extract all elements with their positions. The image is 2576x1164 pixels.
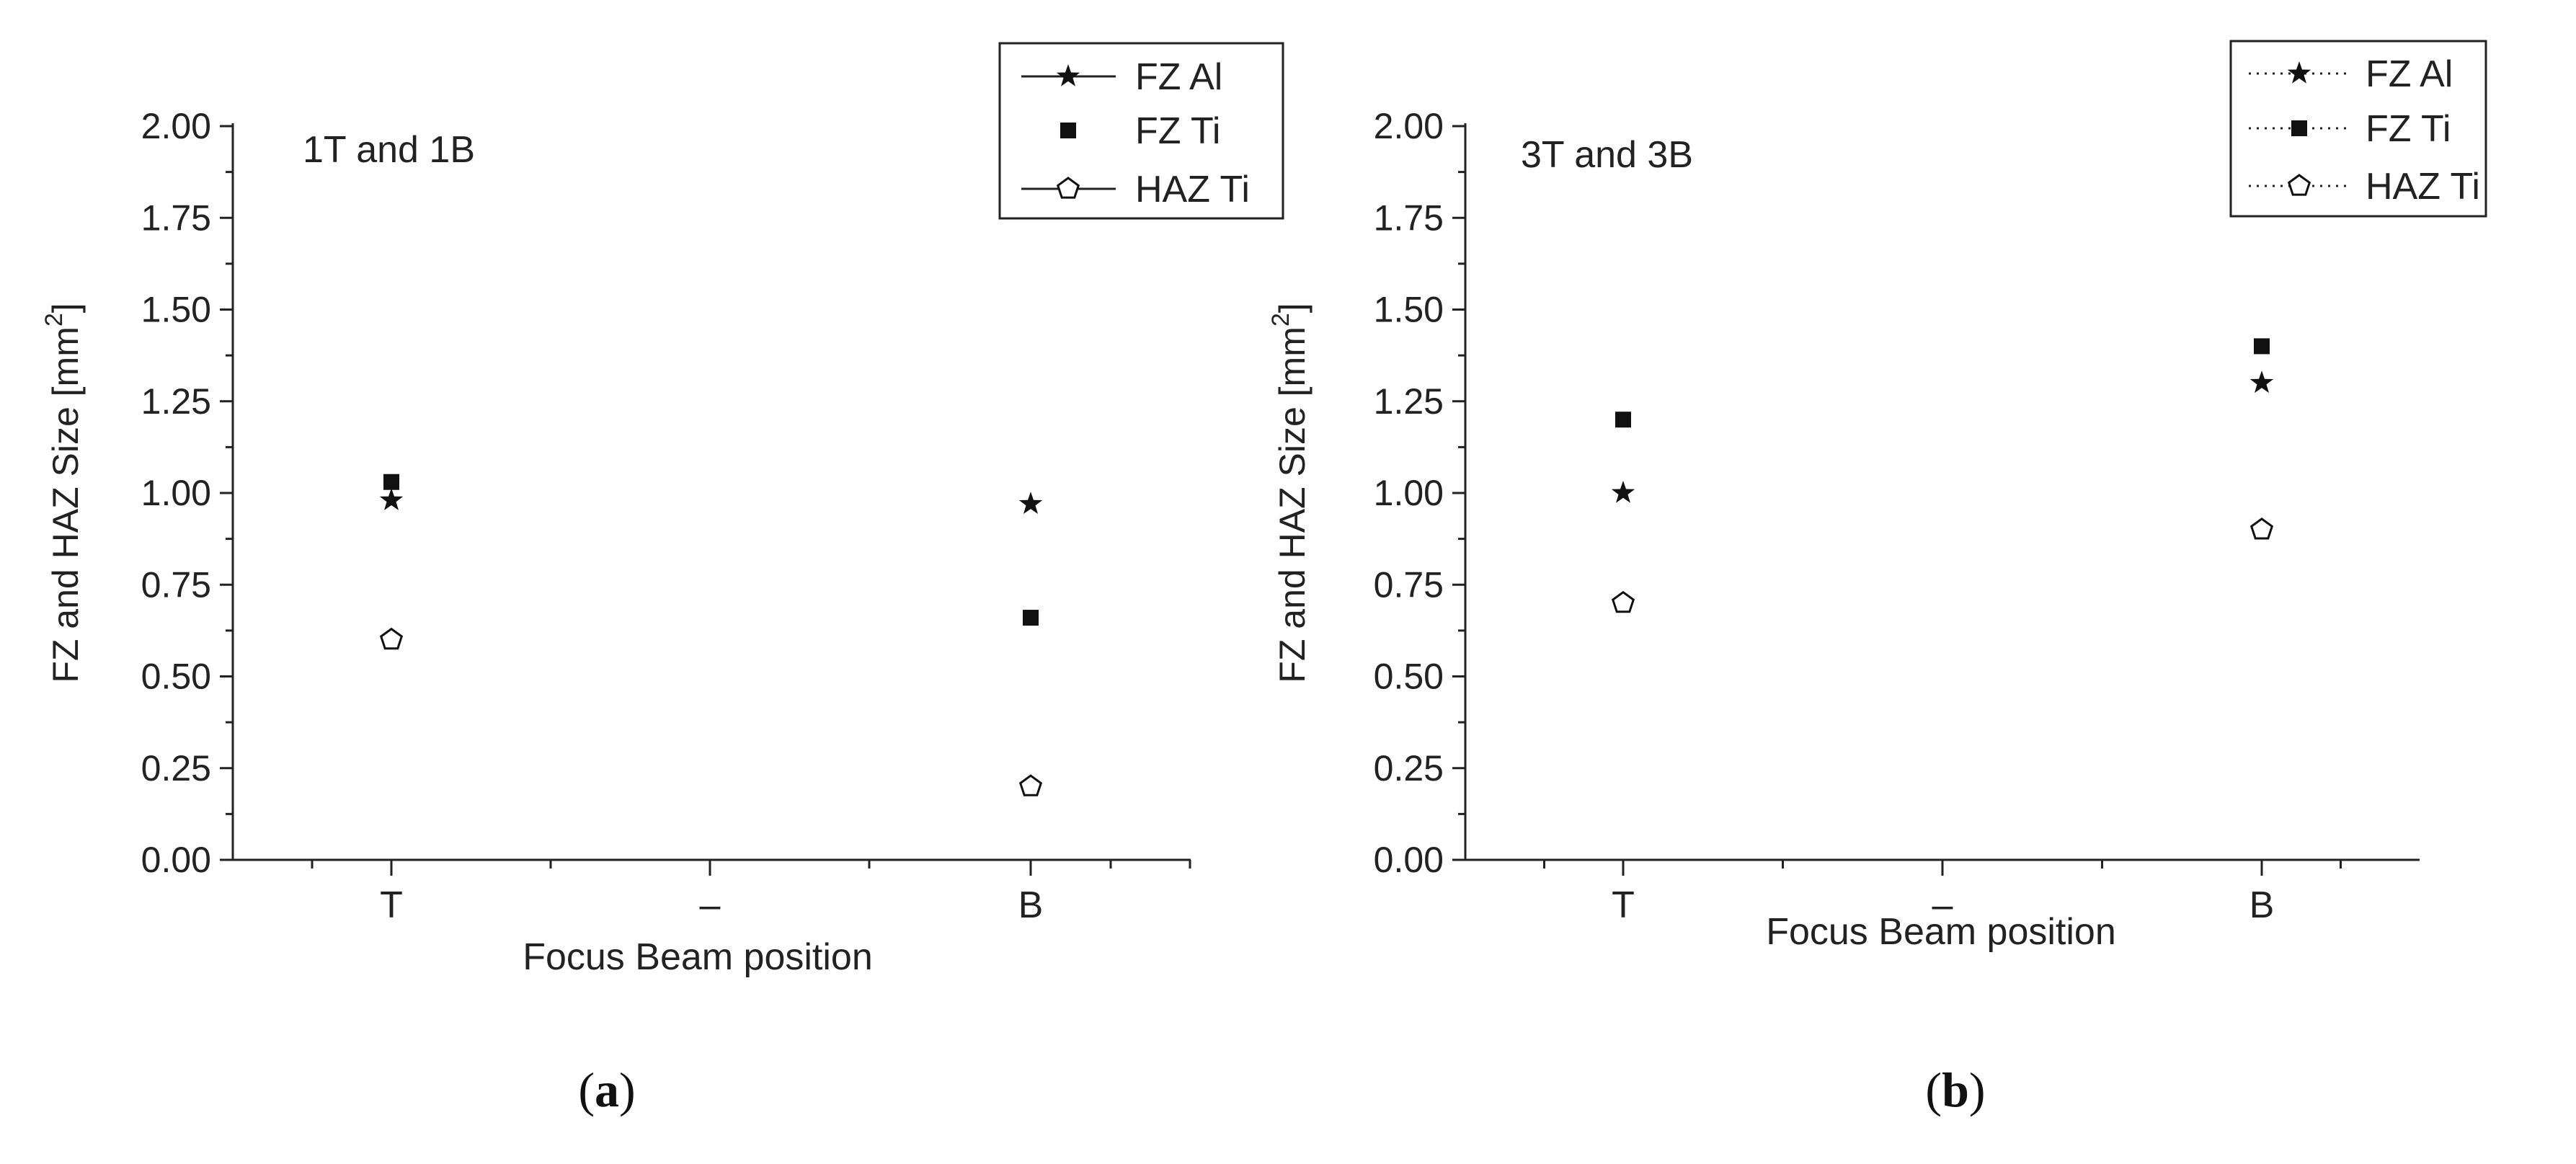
y-tick-label: 0.25 <box>141 748 211 788</box>
x-tick-label: T <box>1612 884 1635 926</box>
y-tick-label: 1.25 <box>1374 381 1444 422</box>
legend-box <box>998 42 1284 220</box>
y-axis-label: FZ and HAZ Size [mm2] <box>40 303 86 683</box>
y-axis-label: FZ and HAZ Size [mm2] <box>1267 303 1313 683</box>
x-tick-label: T <box>380 884 403 926</box>
x-axis-label: Focus Beam position <box>1766 911 2116 953</box>
panel-caption: (b) <box>1925 1062 1985 1117</box>
y-tick-label: 0.75 <box>141 564 211 605</box>
x-tick-label: B <box>1018 884 1044 926</box>
y-axis-label-end: ] <box>45 303 86 313</box>
data-point-fz-al <box>379 488 404 510</box>
data-point-haz-ti <box>1018 774 1043 796</box>
y-tick-label: 0.50 <box>141 657 211 697</box>
panel-caption: (a) <box>578 1062 635 1117</box>
legend-marker <box>1056 64 1080 86</box>
y-tick-label: 0.25 <box>1374 748 1444 788</box>
legend-label: FZ Ti <box>2366 108 2451 150</box>
legend-marker <box>2287 174 2311 196</box>
y-tick-label: 2.00 <box>1374 106 1444 146</box>
chart-panel-a: 0.00 0.25 0.50 0.75 1.00 1.25 1.50 1.75 2.00 T – B F… <box>40 42 1284 1117</box>
legend: FZ Al FZ Ti HAZ Ti <box>2229 40 2487 218</box>
panel-caption-suffix: ) <box>619 1062 636 1117</box>
legend-label: HAZ Ti <box>1135 169 1250 210</box>
panel-caption-letter: a <box>595 1062 619 1117</box>
y-axis-label-end: ] <box>1272 303 1313 313</box>
y-tick-label: 1.75 <box>141 197 211 238</box>
y-tick-label: 1.00 <box>1374 473 1444 513</box>
x-axis-label: Focus Beam position <box>523 936 873 978</box>
x-tick-label: B <box>2249 884 2275 926</box>
legend-label: FZ Ti <box>1135 110 1220 152</box>
y-tick-label: 1.00 <box>141 473 211 513</box>
data-point-fz-ti <box>1023 610 1039 626</box>
data-point-fz-al <box>1611 481 1635 503</box>
y-tick-label: 2.00 <box>141 106 211 146</box>
panel-caption-letter: b <box>1942 1062 1969 1117</box>
data-point-fz-ti <box>2254 338 2270 355</box>
x-tick-label: – <box>1932 884 1953 926</box>
y-tick-label: 1.50 <box>1374 290 1444 330</box>
y-tick-label: 0.50 <box>1374 657 1444 697</box>
legend: FZ Al FZ Ti HAZ Ti <box>998 42 1284 220</box>
data-point-haz-ti <box>379 627 404 650</box>
legend-marker <box>2287 61 2311 84</box>
legend-marker <box>1060 123 1076 138</box>
y-tick-label: 1.75 <box>1374 197 1444 238</box>
y-tick-label: 0.00 <box>141 840 211 880</box>
chart-panel-b: 0.00 0.25 0.50 0.75 1.00 1.25 1.50 1.75 2.00 T – B F… <box>1267 40 2487 1117</box>
y-tick-label: 0.00 <box>1374 840 1444 880</box>
data-point-haz-ti <box>1611 590 1635 613</box>
y-tick-label: 0.75 <box>1374 564 1444 605</box>
data-point-haz-ti <box>2249 517 2274 540</box>
panel-caption-suffix: ) <box>1969 1062 1986 1117</box>
chart-annotation: 1T and 1B <box>303 129 475 171</box>
legend-label: HAZ Ti <box>2366 166 2480 208</box>
legend-label: FZ Al <box>1135 56 1222 98</box>
legend-label: FZ Al <box>2366 53 2453 95</box>
data-point-fz-al <box>1018 492 1043 514</box>
legend-marker <box>1056 177 1080 199</box>
y-axis-label-superscript: 2 <box>1267 313 1294 326</box>
x-tick-label: – <box>700 884 721 926</box>
y-tick-label: 1.50 <box>141 290 211 330</box>
chart-annotation: 3T and 3B <box>1521 134 1693 176</box>
data-point-fz-ti <box>1615 412 1631 428</box>
data-point-fz-ti <box>383 474 399 490</box>
y-axis-label-superscript: 2 <box>40 313 68 326</box>
legend-marker <box>2291 120 2307 136</box>
y-tick-label: 1.25 <box>141 381 211 422</box>
data-point-fz-al <box>2249 370 2274 394</box>
